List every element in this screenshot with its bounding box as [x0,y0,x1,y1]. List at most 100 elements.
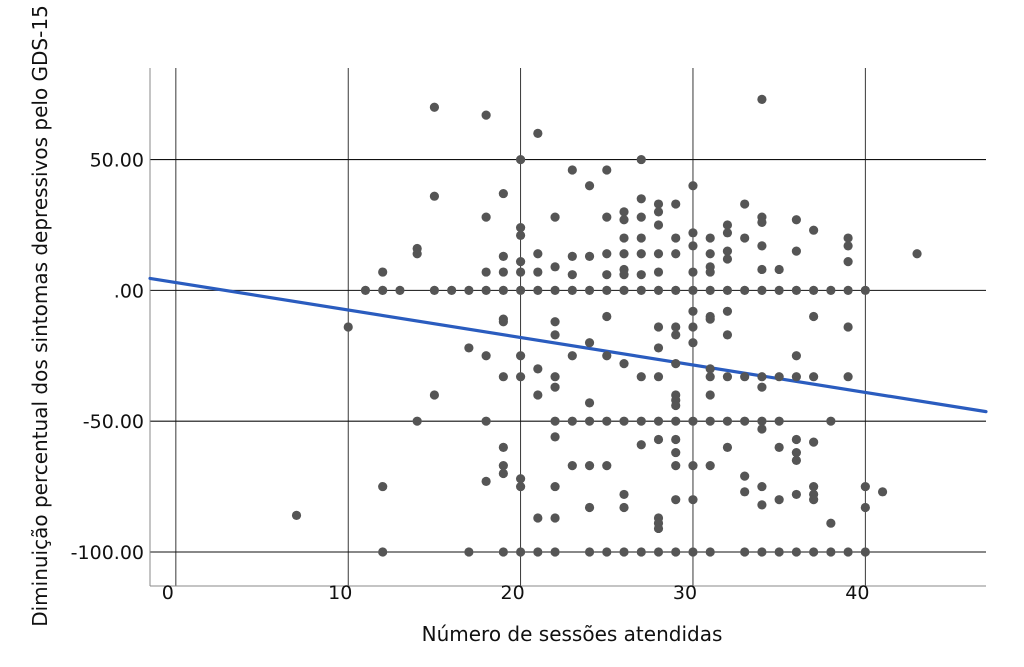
data-point [912,249,922,259]
data-point [791,246,801,256]
data-point [722,285,733,295]
data-point [498,267,508,277]
data-point [671,249,681,259]
data-point [740,487,750,497]
data-point [533,128,543,139]
data-point [515,474,526,484]
data-point [584,416,595,426]
x-tick-label: 0 [162,582,174,604]
data-point [791,547,801,557]
data-point [498,251,508,261]
data-point [671,199,681,209]
data-point [533,390,543,400]
y-tick-label: -50.00 [83,411,144,433]
data-point [567,285,577,295]
data-point [515,267,526,277]
data-point [809,495,819,505]
data-point [619,270,629,280]
data-point [636,416,646,426]
data-point [671,330,681,340]
data-point [636,194,646,204]
data-point [515,547,526,557]
data-point [688,228,698,238]
data-point [671,547,681,557]
data-point [688,461,698,471]
data-point [602,311,612,322]
data-point [447,285,457,295]
data-point [533,267,543,277]
data-point [671,359,681,369]
data-point [584,502,595,513]
data-point [705,390,715,400]
data-point [550,317,560,327]
y-axis-title: Diminuição percentual dos sintomas depre… [28,5,52,627]
data-point [429,285,440,295]
data-point [843,285,853,295]
data-point [550,513,560,523]
data-point [619,502,629,513]
data-point [653,285,664,295]
data-point [722,220,733,230]
data-point [378,267,388,277]
data-point [550,285,560,295]
data-point [412,416,422,426]
data-point [550,330,560,340]
data-point [653,322,664,332]
data-point [636,249,646,259]
data-point [653,547,664,557]
data-point [653,372,664,382]
data-point [515,372,526,382]
data-point [567,416,577,426]
x-tick-label: 10 [328,582,352,604]
data-point [671,285,681,295]
data-point [343,322,353,332]
data-point [722,254,733,264]
data-point [602,547,612,557]
y-tick-label: 50.00 [90,150,144,172]
data-point [378,547,388,557]
data-point [860,547,870,557]
data-point [722,246,733,256]
data-point [653,434,664,445]
data-point [515,481,526,492]
data-point [567,165,577,175]
data-point [498,442,508,452]
data-point [860,481,870,492]
data-point [705,372,715,382]
data-point [809,225,819,235]
data-point [671,400,681,411]
data-point [860,285,870,295]
data-point [688,241,698,251]
data-point [515,285,526,295]
data-point [791,215,801,225]
data-point [671,416,681,426]
data-point [584,547,595,557]
data-point [688,267,698,277]
data-point [688,306,698,316]
data-point [688,416,698,426]
axes [149,68,986,587]
data-point [602,416,612,426]
data-point [602,270,612,280]
data-point [619,233,629,243]
data-point [481,212,491,222]
data-point [757,94,767,104]
data-point [653,267,664,277]
data-point [378,481,388,492]
data-point [378,285,388,295]
data-point [481,476,491,486]
data-point [653,249,664,259]
data-point [705,364,715,374]
data-point [498,468,508,479]
data-point [515,230,526,241]
data-point [757,481,767,492]
data-point [602,351,612,361]
data-point [653,343,664,353]
data-point [791,455,801,466]
data-point [619,489,629,500]
data-point [826,285,836,295]
data-point [722,372,733,382]
data-point [688,495,698,505]
data-point [757,424,767,434]
data-point [809,311,819,322]
